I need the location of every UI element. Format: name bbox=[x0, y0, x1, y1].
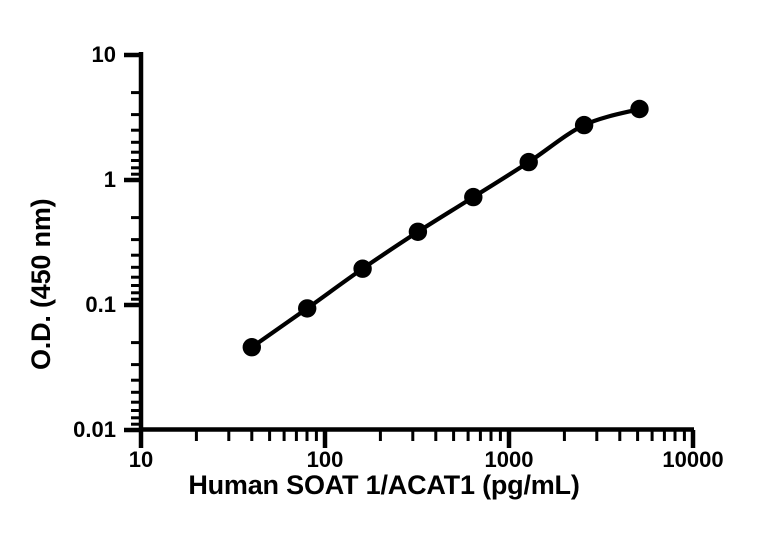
x-axis-major-ticks bbox=[138, 430, 696, 448]
x-axis-minor-ticks bbox=[194, 430, 686, 441]
y-axis-minor-ticks bbox=[131, 91, 141, 426]
y-tick-label-0.1: 0.1 bbox=[85, 292, 116, 317]
y-axis-major-ticks bbox=[124, 52, 141, 433]
axis-spines bbox=[138, 52, 694, 432]
x-tick-label-1000: 1000 bbox=[484, 447, 534, 472]
y-tick-label-0.01: 0.01 bbox=[73, 417, 116, 442]
data-point bbox=[519, 152, 538, 172]
y-tick-label-1: 1 bbox=[103, 167, 116, 192]
data-series-markers bbox=[242, 99, 649, 357]
data-point bbox=[464, 187, 483, 207]
x-tick-label-100: 100 bbox=[306, 447, 344, 472]
x-axis-title: Human SOAT 1/ACAT1 (pg/mL) bbox=[188, 470, 580, 500]
x-tick-label-10: 10 bbox=[128, 447, 154, 472]
data-point bbox=[353, 259, 372, 278]
data-point bbox=[298, 299, 317, 318]
data-point bbox=[630, 99, 649, 119]
y-tick-label-10: 10 bbox=[91, 42, 116, 67]
data-point bbox=[574, 115, 594, 135]
data-point bbox=[408, 222, 428, 241]
x-tick-label-10000: 10000 bbox=[662, 447, 724, 472]
data-point bbox=[242, 338, 261, 357]
y-axis-title: O.D. (450 nm) bbox=[26, 198, 56, 370]
